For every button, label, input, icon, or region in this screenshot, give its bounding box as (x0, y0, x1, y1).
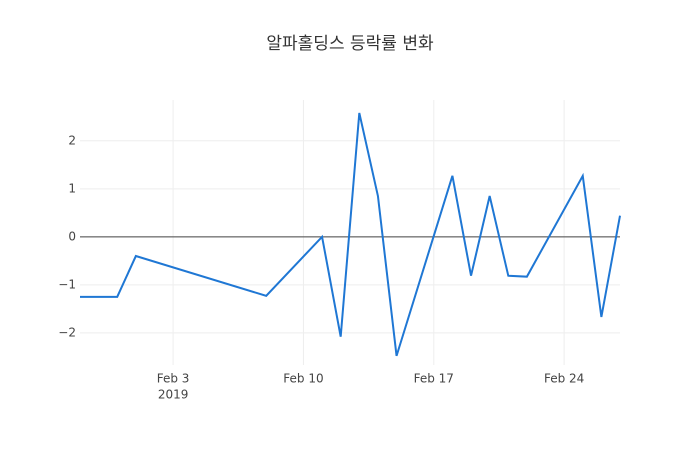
y-tick-label: 0 (68, 229, 76, 243)
chart-title: 알파홀딩스 등락률 변화 (266, 34, 434, 54)
y-tick-label: 1 (68, 181, 76, 195)
y-tick-label: 2 (68, 133, 76, 147)
x-tick-label: Feb 24 (544, 372, 584, 386)
x-tick-label: Feb 3 (157, 372, 190, 386)
y-tick-label: −1 (58, 277, 76, 291)
y-tick-label: −2 (58, 325, 76, 339)
x-tick-label: Feb 10 (283, 372, 323, 386)
x-year-label: 2019 (158, 388, 189, 402)
series-line (80, 112, 621, 357)
x-tick-label: Feb 17 (414, 372, 454, 386)
